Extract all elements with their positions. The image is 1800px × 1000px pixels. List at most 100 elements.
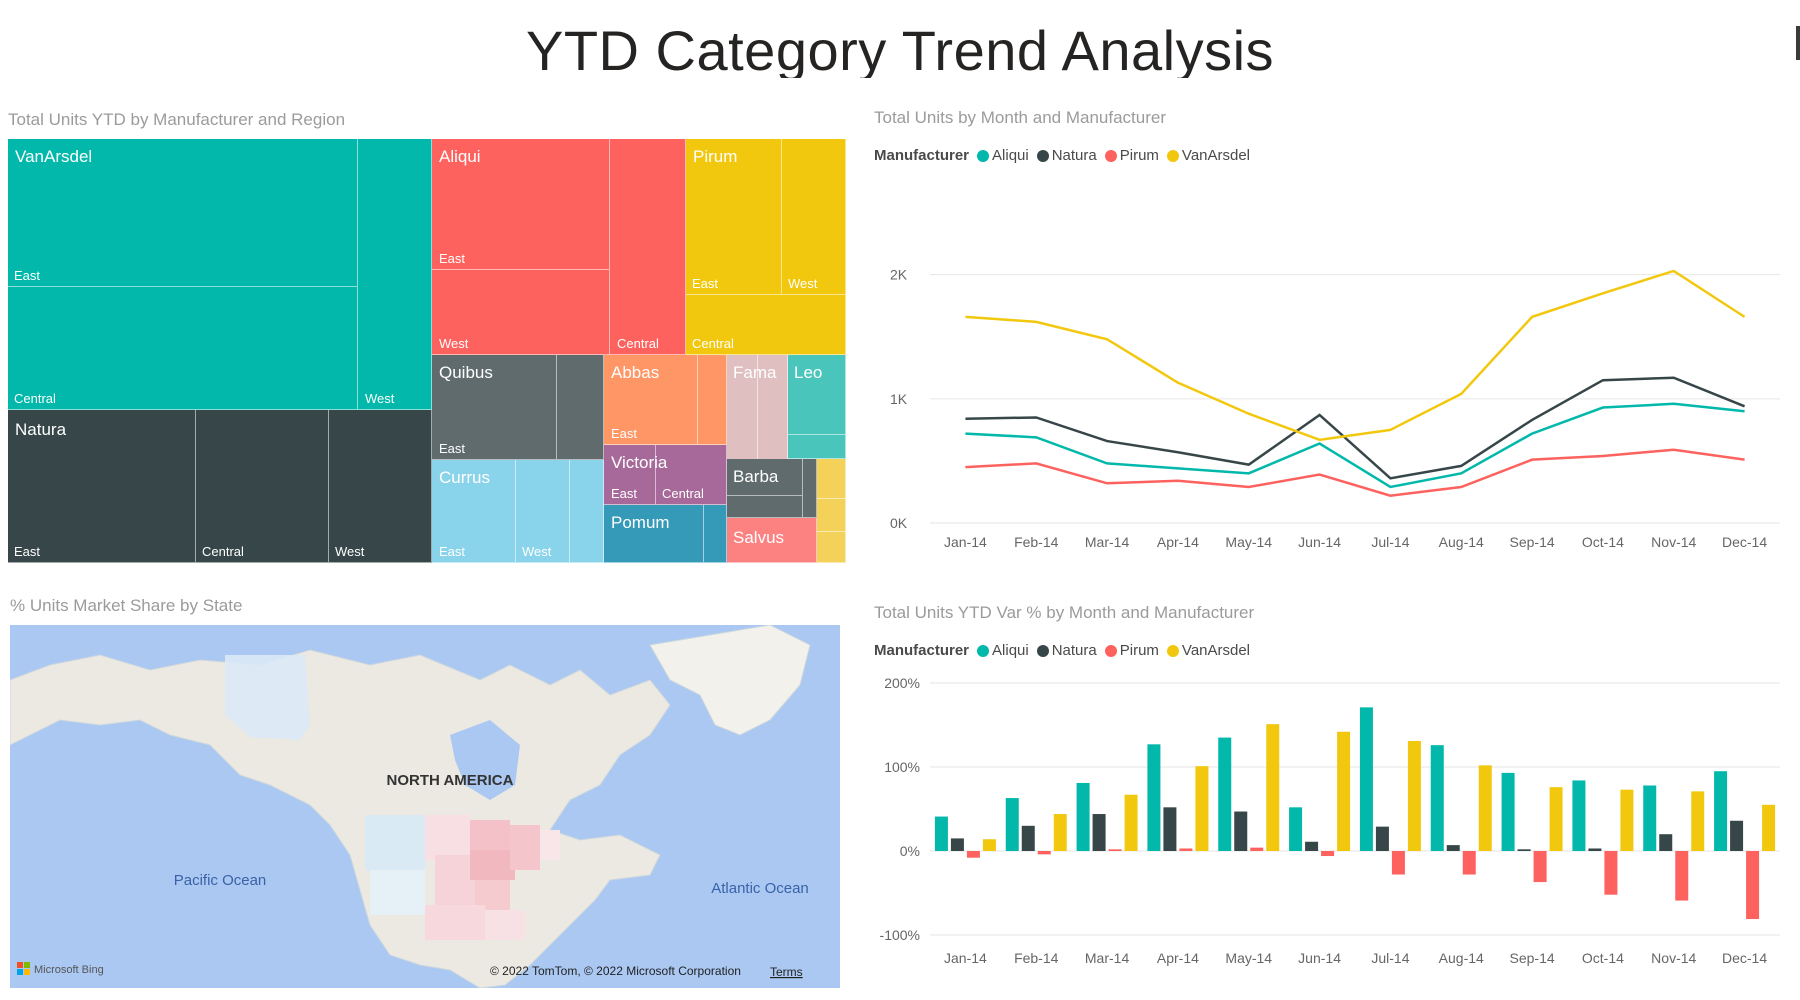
series-line-aliqui[interactable]: [965, 402, 1745, 489]
series-line-natura[interactable]: [965, 376, 1746, 480]
bar-vanarsdel[interactable]: [1266, 724, 1280, 851]
bar-vanarsdel[interactable]: [1549, 787, 1563, 851]
legend-item-pirum[interactable]: Pirum: [1104, 147, 1159, 164]
bar-chart-plot[interactable]: -100% 0% 100% 200% Jan-14 Feb-14 Mar-14 Apr-14 M…: [860, 665, 1800, 975]
bar-vanarsdel[interactable]: [1478, 765, 1492, 851]
treemap-cell-currus-east[interactable]: [432, 460, 516, 563]
treemap-cell-other-3[interactable]: [817, 532, 846, 563]
bar-aliqui[interactable]: [1501, 772, 1515, 851]
treemap-cell-pirum-central[interactable]: [686, 295, 846, 355]
treemap-cell-other-2[interactable]: [817, 499, 846, 532]
bar-aliqui[interactable]: [1005, 798, 1019, 851]
bar-pirum[interactable]: [966, 851, 980, 858]
bar-natura[interactable]: [1517, 849, 1531, 851]
bar-aliqui[interactable]: [1643, 785, 1657, 851]
legend-item-natura[interactable]: Natura: [1036, 147, 1097, 164]
legend-item-aliqui[interactable]: Aliqui: [977, 147, 1029, 164]
treemap-cell-leo-2[interactable]: [788, 435, 846, 459]
bar-aliqui[interactable]: [1289, 807, 1303, 851]
treemap-cell-vanarsdel-west[interactable]: [358, 139, 432, 410]
treemap-cell-aliqui-west[interactable]: [432, 270, 610, 355]
treemap-visual[interactable]: VanArsdel East Central West Natura East …: [8, 139, 846, 563]
bar-natura[interactable]: [1588, 848, 1602, 851]
bar-pirum[interactable]: [1179, 848, 1193, 851]
treemap-cell-aliqui-east[interactable]: [432, 139, 610, 270]
treemap-cell-barba[interactable]: [727, 459, 803, 496]
treemap-cell-victoria-central[interactable]: [656, 445, 727, 505]
bar-natura[interactable]: [1234, 811, 1248, 851]
bar-pirum[interactable]: [1108, 849, 1122, 851]
bar-vanarsdel[interactable]: [1407, 740, 1421, 851]
treemap-cell-barba-3[interactable]: [803, 459, 817, 518]
bar-pirum[interactable]: [1250, 847, 1264, 851]
legend-item-aliqui[interactable]: Aliqui: [977, 642, 1029, 659]
line-chart-plot[interactable]: 0K 1K 2K Jan-14 Feb-14 Mar-14 Apr-14 May-14 Jun-…: [860, 225, 1800, 555]
bar-vanarsdel[interactable]: [1762, 804, 1776, 851]
bar-vanarsdel[interactable]: [1053, 814, 1067, 851]
bar-vanarsdel[interactable]: [1195, 766, 1209, 851]
treemap-cell-fama[interactable]: [727, 355, 758, 470]
bar-vanarsdel[interactable]: [982, 839, 996, 851]
treemap-cell-pomum-other[interactable]: [704, 505, 727, 563]
bar-pirum[interactable]: [1391, 851, 1405, 875]
treemap-cell-currus-other[interactable]: [570, 460, 604, 563]
treemap-cell-leo[interactable]: [788, 355, 846, 435]
treemap-cell-natura-central[interactable]: [196, 410, 329, 563]
bar-pirum[interactable]: [1533, 851, 1547, 883]
treemap-cell-abbas-east[interactable]: [604, 355, 698, 445]
bar-pirum[interactable]: [1675, 851, 1689, 901]
treemap-cell-vanarsdel-east[interactable]: [8, 139, 358, 287]
bar-aliqui[interactable]: [1359, 707, 1373, 851]
treemap-cell-pirum-east[interactable]: [686, 139, 782, 295]
bar-aliqui[interactable]: [1430, 745, 1444, 851]
series-line-pirum[interactable]: [965, 448, 1745, 497]
bar-natura[interactable]: [1375, 826, 1389, 851]
scrollbar[interactable]: [1796, 26, 1800, 60]
bar-natura[interactable]: [1446, 845, 1460, 851]
bar-pirum[interactable]: [1462, 851, 1476, 875]
series-line-vanarsdel[interactable]: [965, 269, 1746, 442]
legend-item-vanarsdel[interactable]: VanArsdel: [1166, 147, 1250, 164]
treemap-cell-other-1[interactable]: [817, 459, 846, 499]
treemap-cell-quibus-other[interactable]: [557, 355, 604, 460]
treemap-cell-victoria-east[interactable]: [604, 445, 656, 505]
treemap-cell-natura-west[interactable]: [329, 410, 432, 563]
treemap-cell-currus-west[interactable]: [516, 460, 570, 563]
legend-item-natura[interactable]: Natura: [1036, 642, 1097, 659]
bar-pirum[interactable]: [1746, 851, 1760, 920]
treemap-cell-barba-2[interactable]: [727, 496, 803, 518]
legend-item-vanarsdel[interactable]: VanArsdel: [1166, 642, 1250, 659]
bar-pirum[interactable]: [1037, 851, 1051, 855]
map-canvas[interactable]: NORTH AMERICA Pacific Ocean Atlantic Oce…: [10, 625, 840, 988]
treemap-cell-pomum[interactable]: [604, 505, 704, 563]
bar-natura[interactable]: [1305, 841, 1319, 851]
bar-pirum[interactable]: [1604, 851, 1618, 895]
treemap-cell-abbas-other[interactable]: [698, 355, 727, 445]
bar-natura[interactable]: [950, 838, 964, 851]
bar-vanarsdel[interactable]: [1337, 731, 1351, 851]
bar-pirum[interactable]: [1321, 851, 1335, 857]
bar-natura[interactable]: [1659, 834, 1673, 851]
treemap-cell-quibus-east[interactable]: [432, 355, 557, 460]
bar-vanarsdel[interactable]: [1124, 794, 1138, 851]
bar-natura[interactable]: [1021, 825, 1035, 851]
bar-natura[interactable]: [1092, 814, 1106, 851]
bar-aliqui[interactable]: [1147, 744, 1161, 851]
treemap-cell-aliqui-central[interactable]: [610, 139, 686, 355]
legend-item-pirum[interactable]: Pirum: [1104, 642, 1159, 659]
map-visual[interactable]: NORTH AMERICA Pacific Ocean Atlantic Oce…: [10, 625, 840, 988]
bar-aliqui[interactable]: [934, 816, 948, 851]
bar-vanarsdel[interactable]: [1620, 789, 1634, 851]
bar-aliqui[interactable]: [1076, 782, 1090, 851]
map-terms-link[interactable]: Terms: [770, 965, 803, 979]
treemap-cell-fama-2[interactable]: [758, 355, 788, 470]
treemap-cell-vanarsdel-central[interactable]: [8, 287, 358, 410]
bar-aliqui[interactable]: [1714, 771, 1728, 851]
bar-natura[interactable]: [1163, 807, 1177, 851]
bar-aliqui[interactable]: [1218, 737, 1232, 851]
bar-vanarsdel[interactable]: [1691, 791, 1705, 851]
treemap-cell-natura-east[interactable]: [8, 410, 196, 563]
treemap-cell-salvus[interactable]: [727, 518, 817, 563]
treemap-cell-pirum-west[interactable]: [782, 139, 846, 295]
bar-natura[interactable]: [1730, 820, 1744, 851]
